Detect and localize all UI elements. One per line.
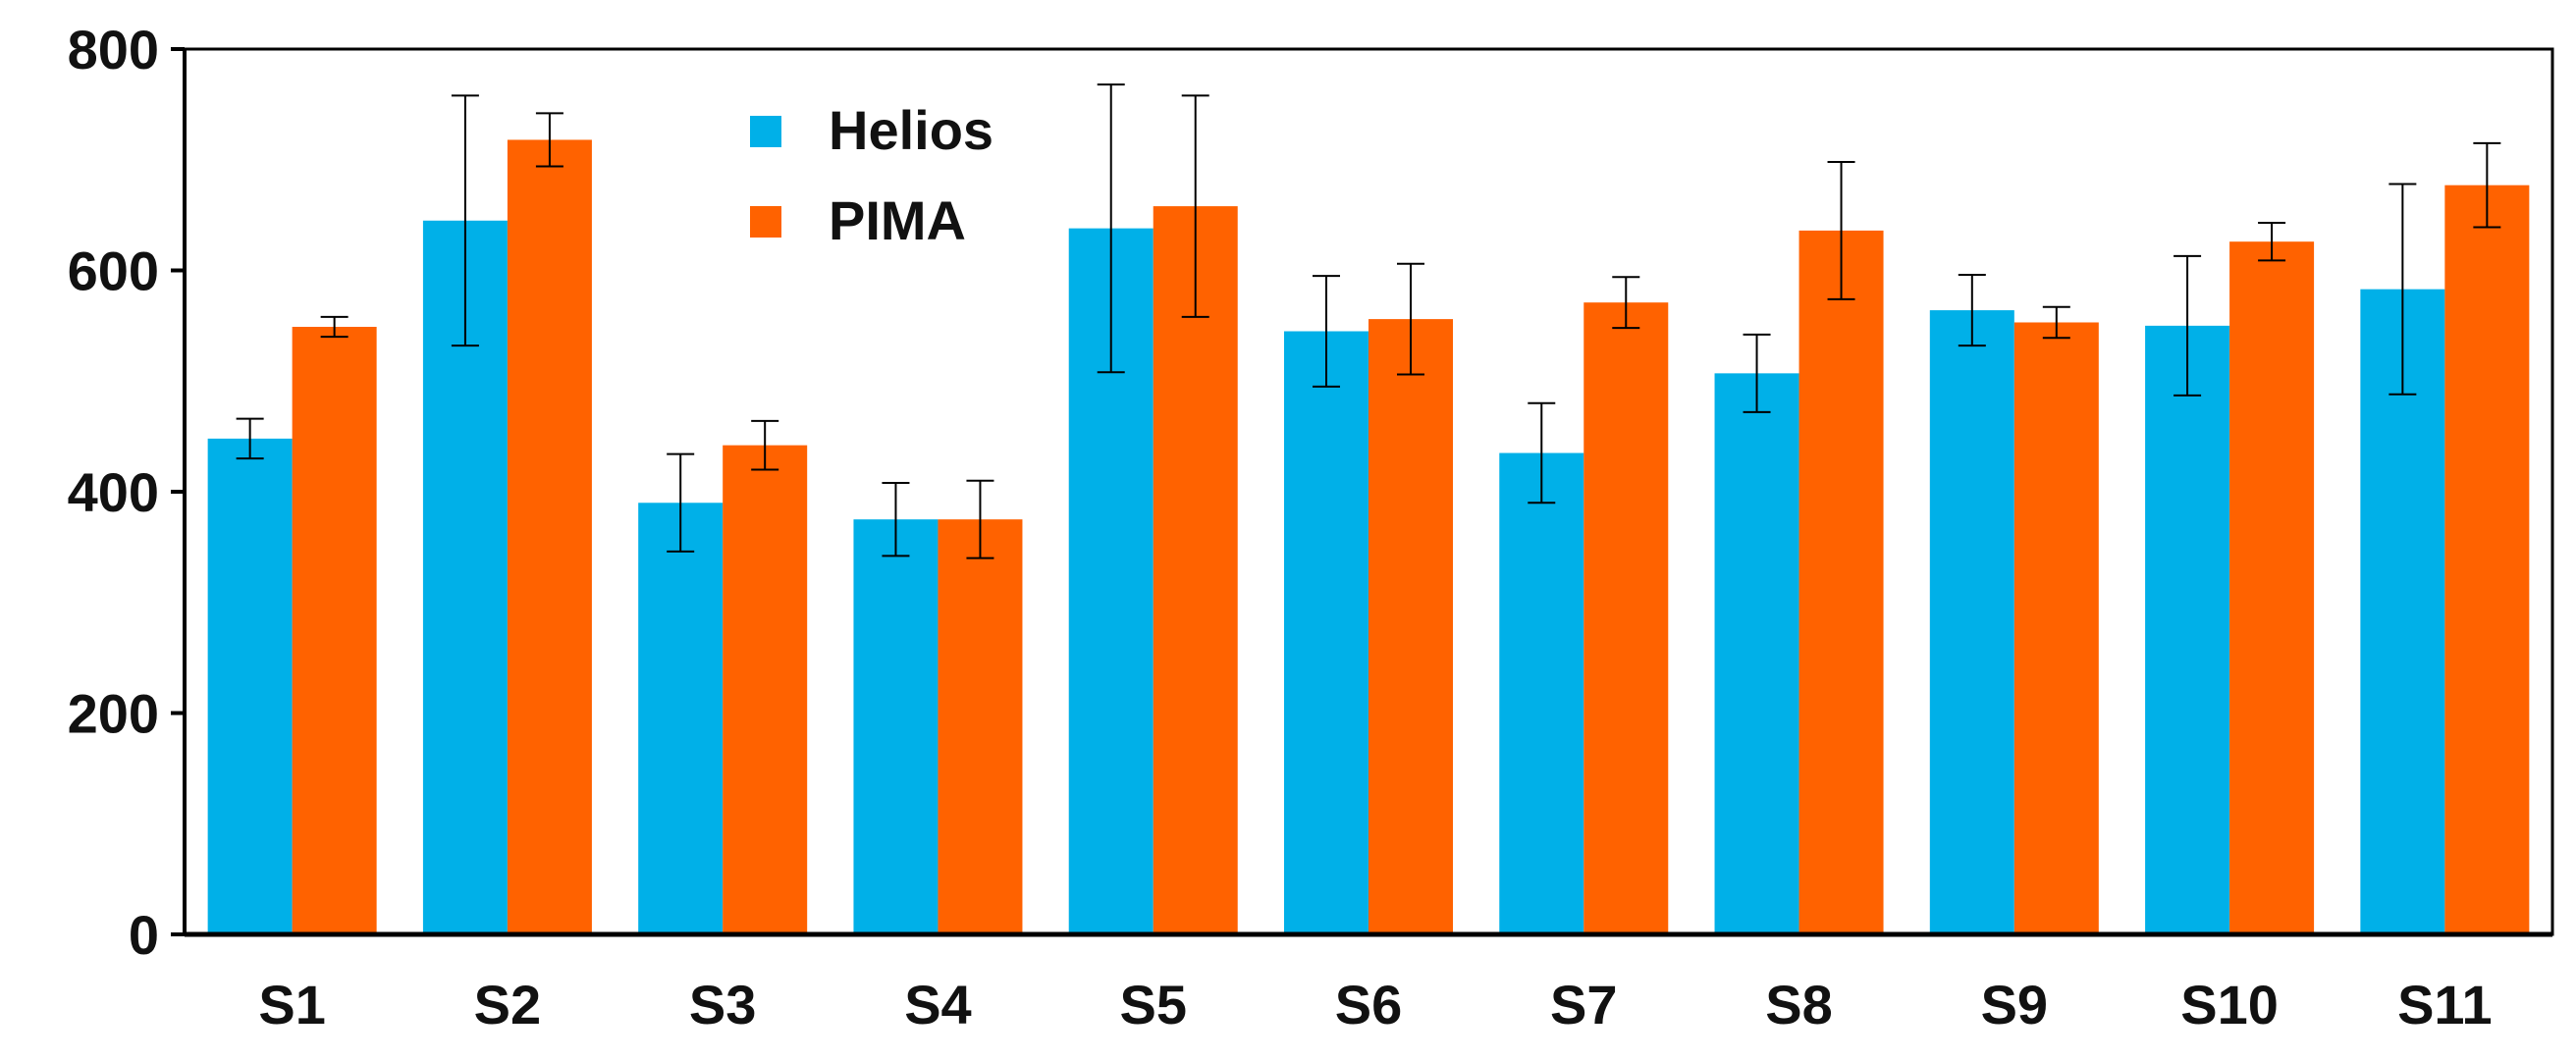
x-axis-labels: S1 S2 S3 S4 S5 S6 S7 S8 S9 S10 S11 xyxy=(258,974,2492,1035)
x-tick-label: S10 xyxy=(2180,974,2279,1035)
legend-swatch-pima xyxy=(750,206,781,238)
bar-pima-s4 xyxy=(938,519,1023,934)
bar-pima-s9 xyxy=(2013,322,2099,934)
error-bar-helios-s3 xyxy=(667,452,695,553)
bar-pima-s7 xyxy=(1583,302,1669,934)
bar-helios-s9 xyxy=(1929,310,2014,935)
legend-label-pima: PIMA xyxy=(829,189,966,251)
error-bar-helios-s1 xyxy=(236,417,264,460)
error-bars-layer xyxy=(236,83,2501,559)
bar-helios-s10 xyxy=(2145,325,2230,934)
y-tick-label: 0 xyxy=(129,904,159,966)
error-bar-pima-s4 xyxy=(966,479,994,559)
error-bar-helios-s9 xyxy=(1958,274,1986,347)
bar-pima-s5 xyxy=(1153,206,1238,935)
bar-helios-s4 xyxy=(853,519,939,934)
error-bar-pima-s3 xyxy=(751,419,779,471)
x-tick-label: S8 xyxy=(1765,974,1833,1035)
bar-helios-s1 xyxy=(207,438,293,934)
error-bar-pima-s10 xyxy=(2258,222,2286,262)
error-bar-pima-s9 xyxy=(2042,305,2070,340)
x-tick-label: S7 xyxy=(1550,974,1618,1035)
x-tick-label: S3 xyxy=(689,974,757,1035)
error-bar-helios-s2 xyxy=(451,94,479,347)
bar-pima-s1 xyxy=(292,327,377,934)
x-tick-label: S11 xyxy=(2397,974,2493,1035)
x-tick-label: S6 xyxy=(1335,974,1403,1035)
error-bar-pima-s2 xyxy=(535,112,564,168)
error-bar-pima-s6 xyxy=(1397,262,1424,376)
bar-helios-s6 xyxy=(1284,331,1368,934)
bar-pima-s3 xyxy=(723,445,808,934)
bar-pima-s11 xyxy=(2444,185,2530,934)
error-bar-helios-s11 xyxy=(2388,183,2417,396)
y-axis-ticks: 0 200 400 600 800 xyxy=(68,19,185,966)
x-tick-label: S2 xyxy=(474,974,542,1035)
bars-layer xyxy=(207,139,2530,935)
bar-helios-s11 xyxy=(2360,289,2445,935)
error-bar-pima-s5 xyxy=(1181,94,1209,318)
bar-pima-s2 xyxy=(507,139,592,934)
bar-pima-s10 xyxy=(2229,241,2315,934)
error-bar-helios-s6 xyxy=(1313,275,1340,388)
error-bar-pima-s11 xyxy=(2473,141,2501,229)
y-tick-label: 800 xyxy=(68,19,159,80)
error-bar-pima-s8 xyxy=(1827,161,1855,300)
y-tick-label: 400 xyxy=(68,461,159,523)
error-bar-helios-s8 xyxy=(1743,333,1771,413)
error-bar-helios-s10 xyxy=(2174,254,2202,397)
x-tick-label: S5 xyxy=(1119,974,1187,1035)
error-bar-pima-s7 xyxy=(1612,276,1640,330)
legend: Helios PIMA xyxy=(750,99,993,251)
x-tick-label: S9 xyxy=(1981,974,2049,1035)
error-bar-pima-s1 xyxy=(320,315,349,339)
bar-helios-s8 xyxy=(1714,373,1799,934)
y-tick-label: 200 xyxy=(68,683,159,745)
bar-helios-s7 xyxy=(1499,452,1584,934)
x-tick-label: S1 xyxy=(258,974,326,1035)
legend-swatch-helios xyxy=(750,116,781,147)
bar-pima-s8 xyxy=(1798,230,1884,934)
y-tick-label: 600 xyxy=(68,240,159,302)
legend-label-helios: Helios xyxy=(829,99,993,161)
bar-helios-s3 xyxy=(638,503,724,934)
error-bar-helios-s4 xyxy=(882,481,910,557)
error-bar-helios-s7 xyxy=(1528,401,1556,504)
bar-pima-s6 xyxy=(1368,319,1453,934)
x-tick-label: S4 xyxy=(904,974,972,1035)
error-bar-helios-s5 xyxy=(1097,83,1125,374)
